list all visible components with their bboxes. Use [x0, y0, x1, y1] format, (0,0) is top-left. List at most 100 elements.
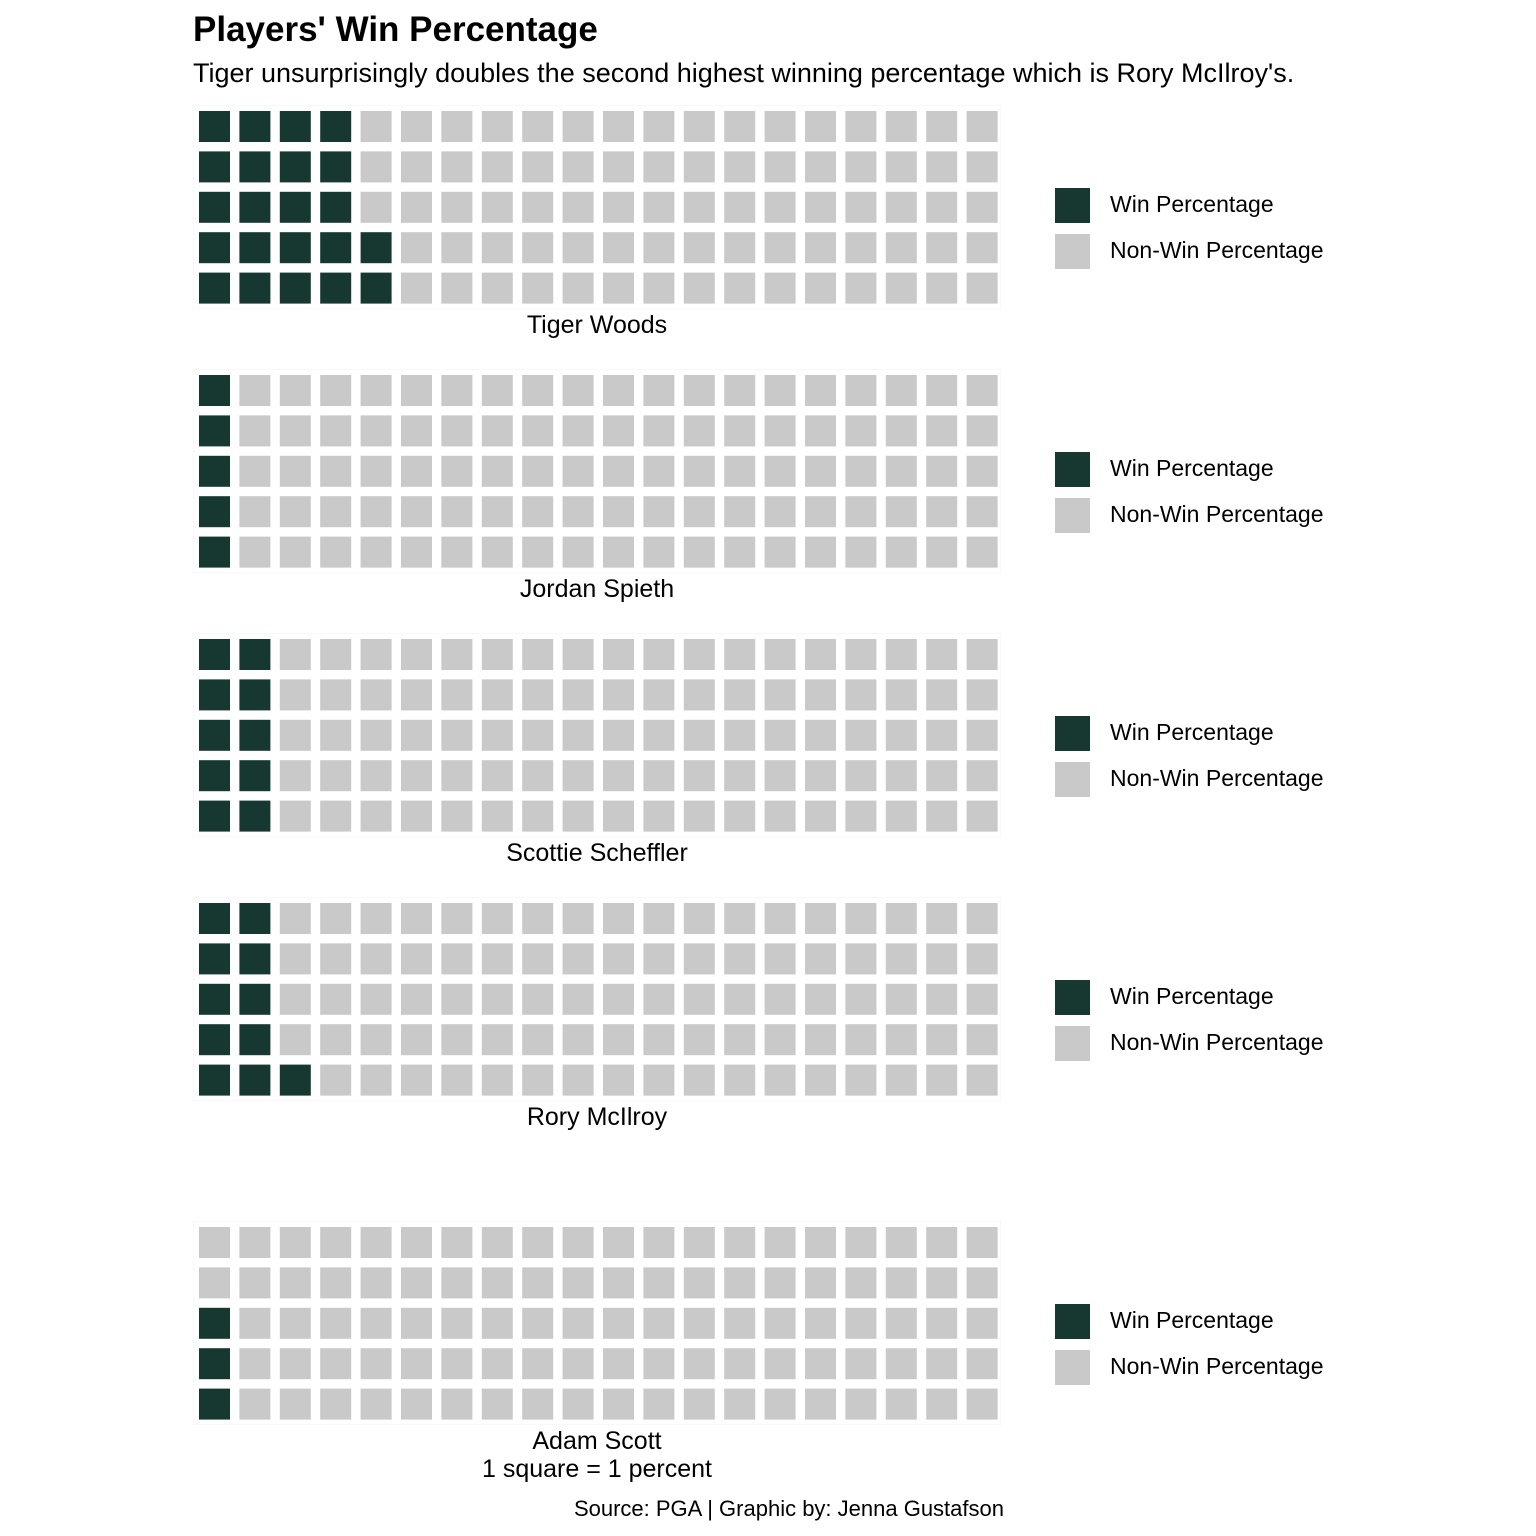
non-win-square	[401, 1307, 432, 1339]
non-win-square	[320, 1388, 352, 1420]
non-win-square	[401, 719, 432, 751]
non-win-square	[522, 111, 554, 142]
non-win-square	[360, 1307, 392, 1339]
non-win-square	[683, 903, 715, 934]
non-win-square	[764, 1024, 796, 1056]
non-win-square	[441, 151, 473, 183]
non-win-square	[603, 536, 634, 568]
non-win-square	[724, 1307, 756, 1339]
non-win-square	[845, 375, 877, 406]
win-square	[360, 232, 392, 264]
non-win-square	[360, 943, 392, 975]
non-win-square	[441, 191, 473, 223]
non-win-square	[926, 191, 958, 223]
legend-label: Non-Win Percentage	[1110, 501, 1324, 527]
non-win-square	[643, 719, 675, 751]
non-win-square	[643, 111, 675, 142]
win-square	[199, 272, 230, 304]
waffle-background	[193, 369, 1001, 573]
non-win-square	[360, 1348, 392, 1380]
non-win-square	[320, 903, 352, 934]
non-win-square	[724, 111, 756, 142]
non-win-square	[724, 1348, 756, 1380]
non-win-square	[643, 943, 675, 975]
player-name-label: Rory McIlroy	[526, 1103, 668, 1131]
non-win-swatch	[1055, 234, 1090, 269]
non-win-square	[885, 1227, 917, 1258]
non-win-square	[603, 1227, 634, 1258]
legend-label: Win Percentage	[1110, 983, 1274, 1009]
non-win-square	[926, 151, 958, 183]
non-win-square	[724, 496, 756, 528]
non-win-swatch	[1055, 1026, 1090, 1061]
waffle-grid	[193, 897, 1001, 1101]
non-win-square	[320, 639, 352, 670]
win-square	[199, 111, 230, 142]
win-swatch	[1055, 1304, 1090, 1339]
non-win-square	[481, 639, 513, 670]
non-win-square	[966, 151, 998, 183]
non-win-square	[643, 1064, 675, 1096]
non-win-square	[522, 151, 554, 183]
non-win-square	[239, 1267, 271, 1299]
non-win-square	[603, 272, 634, 304]
non-win-square	[481, 151, 513, 183]
non-win-square	[603, 415, 634, 447]
non-win-square	[845, 943, 877, 975]
non-win-square	[562, 1227, 594, 1258]
win-square	[199, 151, 230, 183]
non-win-square	[643, 1348, 675, 1380]
non-win-square	[724, 1227, 756, 1258]
non-win-square	[845, 415, 877, 447]
non-win-square	[481, 375, 513, 406]
non-win-square	[643, 1024, 675, 1056]
non-win-square	[845, 639, 877, 670]
non-win-square	[683, 1064, 715, 1096]
non-win-square	[643, 903, 675, 934]
legend-label: Non-Win Percentage	[1110, 1029, 1324, 1055]
non-win-square	[603, 1267, 634, 1299]
win-square	[199, 455, 230, 487]
win-square	[279, 272, 311, 304]
non-win-square	[360, 983, 392, 1015]
non-win-square	[885, 983, 917, 1015]
non-win-square	[724, 375, 756, 406]
non-win-square	[522, 760, 554, 792]
non-win-square	[926, 1267, 958, 1299]
non-win-square	[562, 1024, 594, 1056]
non-win-square	[845, 496, 877, 528]
non-win-square	[643, 639, 675, 670]
non-win-square	[724, 415, 756, 447]
non-win-square	[643, 536, 675, 568]
non-win-square	[885, 1388, 917, 1420]
non-win-square	[805, 903, 836, 934]
non-win-square	[562, 1348, 594, 1380]
win-square	[199, 943, 230, 975]
non-win-square	[724, 272, 756, 304]
non-win-square	[764, 415, 796, 447]
non-win-square	[603, 679, 634, 711]
non-win-square	[239, 496, 271, 528]
non-win-square	[926, 1348, 958, 1380]
non-win-square	[401, 1064, 432, 1096]
non-win-square	[603, 1024, 634, 1056]
win-swatch	[1055, 452, 1090, 487]
non-win-square	[966, 455, 998, 487]
win-square	[320, 191, 352, 223]
non-win-square	[805, 232, 836, 264]
non-win-square	[966, 679, 998, 711]
win-square	[199, 1024, 230, 1056]
non-win-square	[603, 1348, 634, 1380]
win-square	[239, 943, 271, 975]
non-win-square	[643, 151, 675, 183]
non-win-square	[522, 943, 554, 975]
non-win-square	[805, 1307, 836, 1339]
non-win-square	[279, 536, 311, 568]
non-win-square	[603, 496, 634, 528]
non-win-square	[401, 983, 432, 1015]
win-square	[279, 191, 311, 223]
non-win-square	[279, 903, 311, 934]
non-win-square	[845, 679, 877, 711]
non-win-square	[966, 1064, 998, 1096]
non-win-square	[643, 1307, 675, 1339]
